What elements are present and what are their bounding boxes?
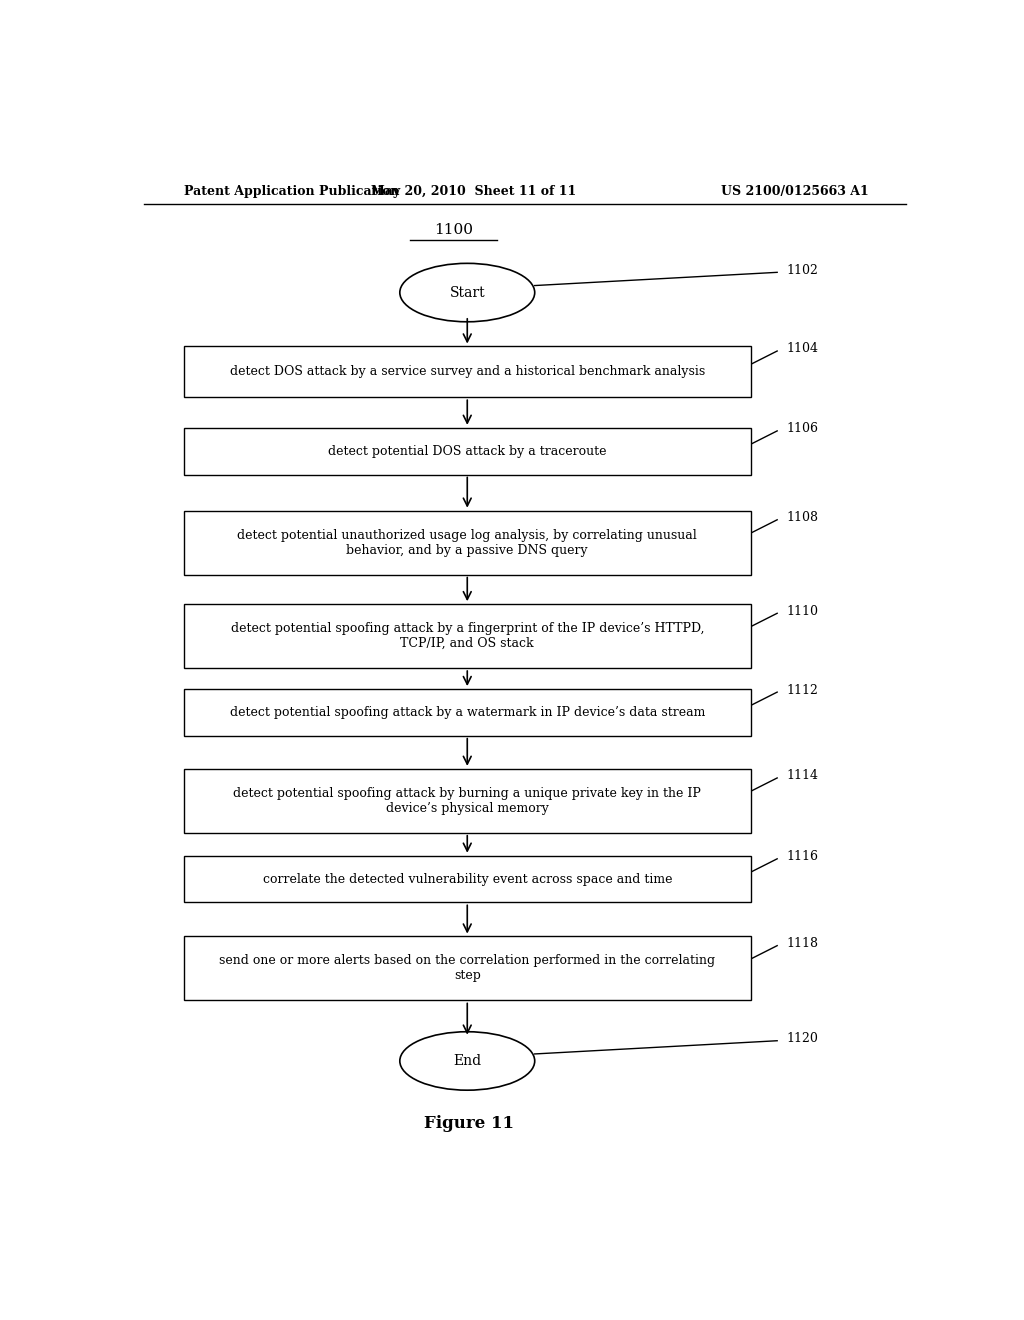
FancyBboxPatch shape [183, 346, 751, 397]
Text: May 20, 2010  Sheet 11 of 11: May 20, 2010 Sheet 11 of 11 [371, 185, 575, 198]
FancyBboxPatch shape [183, 511, 751, 574]
FancyBboxPatch shape [183, 689, 751, 735]
FancyBboxPatch shape [183, 428, 751, 474]
Text: Figure 11: Figure 11 [424, 1115, 514, 1133]
Text: detect potential unauthorized usage log analysis, by correlating unusual
behavio: detect potential unauthorized usage log … [238, 528, 697, 557]
FancyBboxPatch shape [183, 855, 751, 903]
Text: 1102: 1102 [786, 264, 818, 277]
Text: 1110: 1110 [786, 605, 819, 618]
FancyBboxPatch shape [183, 768, 751, 833]
Text: 1120: 1120 [786, 1032, 818, 1045]
Text: Start: Start [450, 285, 485, 300]
Text: 1100: 1100 [434, 223, 473, 236]
FancyBboxPatch shape [183, 936, 751, 1001]
Ellipse shape [399, 264, 535, 322]
Text: 1108: 1108 [786, 511, 819, 524]
Text: 1112: 1112 [786, 684, 818, 697]
Text: 1114: 1114 [786, 770, 819, 783]
Text: detect potential spoofing attack by burning a unique private key in the IP
devic: detect potential spoofing attack by burn… [233, 787, 701, 814]
Ellipse shape [399, 1032, 535, 1090]
Text: 1104: 1104 [786, 342, 819, 355]
Text: US 2100/0125663 A1: US 2100/0125663 A1 [721, 185, 868, 198]
Text: detect DOS attack by a service survey and a historical benchmark analysis: detect DOS attack by a service survey an… [229, 366, 705, 379]
FancyBboxPatch shape [183, 605, 751, 668]
Text: 1118: 1118 [786, 937, 819, 950]
Text: Patent Application Publication: Patent Application Publication [183, 185, 399, 198]
Text: detect potential spoofing attack by a watermark in IP device’s data stream: detect potential spoofing attack by a wa… [229, 706, 705, 719]
Text: detect potential spoofing attack by a fingerprint of the IP device’s HTTPD,
TCP/: detect potential spoofing attack by a fi… [230, 622, 705, 651]
Text: 1116: 1116 [786, 850, 819, 863]
Text: End: End [454, 1053, 481, 1068]
Text: 1106: 1106 [786, 422, 819, 436]
Text: send one or more alerts based on the correlation performed in the correlating
st: send one or more alerts based on the cor… [219, 954, 716, 982]
Text: detect potential DOS attack by a traceroute: detect potential DOS attack by a tracero… [328, 445, 606, 458]
Text: correlate the detected vulnerability event across space and time: correlate the detected vulnerability eve… [262, 873, 672, 886]
